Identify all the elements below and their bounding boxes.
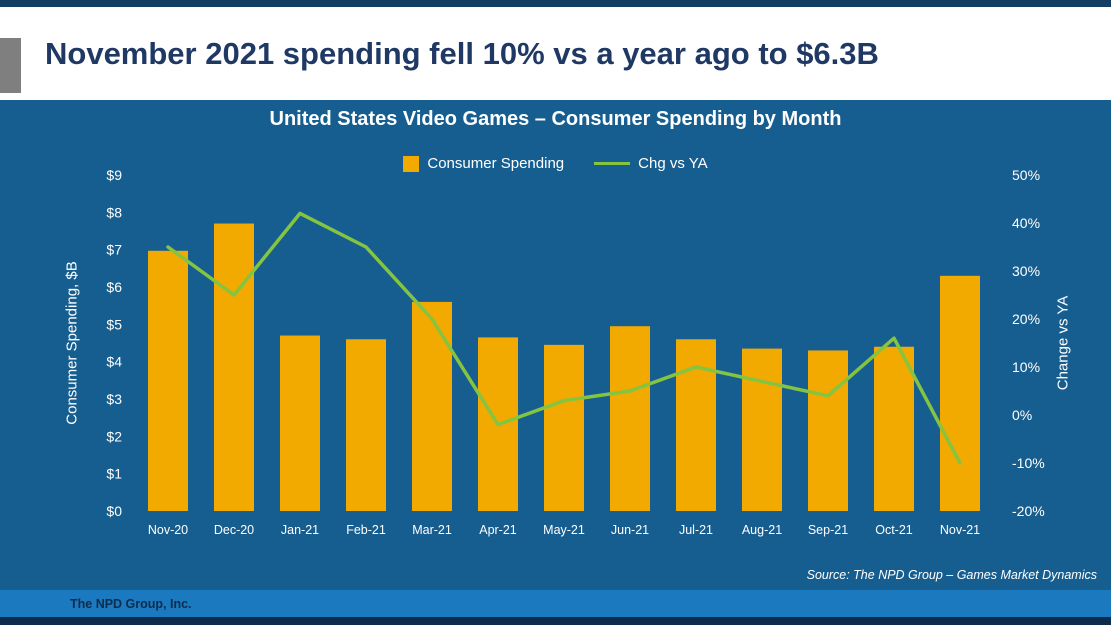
x-axis-tick: Aug-21 bbox=[742, 523, 782, 537]
x-axis-tick: Dec-20 bbox=[214, 523, 254, 537]
legend-label-chg-vs-ya: Chg vs YA bbox=[638, 155, 708, 172]
left-axis-title: Consumer Spending, $B bbox=[63, 261, 81, 425]
bottom-border bbox=[0, 617, 1111, 625]
bar-Feb-21 bbox=[346, 339, 386, 511]
x-axis-tick: Nov-20 bbox=[148, 523, 188, 537]
bar-Jun-21 bbox=[610, 326, 650, 511]
x-axis-tick: Jun-21 bbox=[611, 523, 649, 537]
right-axis-tick: 50% bbox=[1012, 167, 1040, 183]
x-axis-tick: Jul-21 bbox=[679, 523, 713, 537]
bar-Mar-21 bbox=[412, 301, 452, 511]
accent-bar bbox=[0, 38, 21, 93]
legend-item-chg-vs-ya: Chg vs YA bbox=[594, 155, 708, 172]
left-axis-tick: $3 bbox=[106, 391, 122, 407]
x-axis-tick: Mar-21 bbox=[412, 523, 452, 537]
chart-title: United States Video Games – Consumer Spe… bbox=[269, 108, 842, 130]
bar-Nov-20 bbox=[148, 250, 188, 511]
right-axis-tick: 10% bbox=[1012, 359, 1040, 375]
left-axis-tick: $8 bbox=[106, 204, 122, 220]
x-axis-tick: Oct-21 bbox=[875, 523, 913, 537]
x-axis-tick: May-21 bbox=[543, 523, 585, 537]
line-series-swatch bbox=[594, 162, 631, 165]
right-axis-tick: 30% bbox=[1012, 263, 1040, 279]
top-border bbox=[0, 0, 1111, 7]
footer-bar: The NPD Group, Inc. bbox=[0, 590, 1111, 617]
bar-Sep-21 bbox=[808, 350, 848, 511]
bar-Dec-20 bbox=[214, 223, 254, 512]
left-axis-tick: $7 bbox=[106, 242, 122, 258]
footer-text: The NPD Group, Inc. bbox=[70, 596, 192, 611]
slide-title: November 2021 spending fell 10% vs a yea… bbox=[45, 35, 879, 71]
left-axis-tick: $9 bbox=[106, 167, 122, 183]
right-axis-title: Change vs YA bbox=[1054, 295, 1072, 391]
legend-label-consumer-spending: Consumer Spending bbox=[427, 155, 565, 172]
right-axis-tick: 0% bbox=[1012, 407, 1032, 423]
x-axis-tick: Nov-21 bbox=[940, 523, 980, 537]
left-axis-tick: $6 bbox=[106, 279, 122, 295]
left-axis-tick: $1 bbox=[106, 466, 122, 482]
right-axis-tick: 20% bbox=[1012, 311, 1040, 327]
left-axis-tick: $2 bbox=[106, 428, 122, 444]
right-axis-tick: 40% bbox=[1012, 215, 1040, 231]
bar-Aug-21 bbox=[742, 348, 782, 511]
x-axis-tick: Apr-21 bbox=[479, 523, 517, 537]
left-axis-tick: $0 bbox=[106, 503, 122, 519]
left-axis-tick: $4 bbox=[106, 354, 122, 370]
line-chg-vs-ya bbox=[166, 211, 962, 465]
left-axis-tick: $5 bbox=[106, 316, 122, 332]
bar-Nov-21 bbox=[940, 275, 980, 511]
x-axis-tick: Feb-21 bbox=[346, 523, 386, 537]
right-axis-tick: -10% bbox=[1012, 455, 1045, 471]
legend-item-consumer-spending: Consumer Spending bbox=[403, 155, 564, 172]
bar-Jan-21 bbox=[280, 335, 320, 511]
source-note: Source: The NPD Group – Games Market Dyn… bbox=[806, 568, 1097, 582]
legend: Consumer Spending Chg vs YA bbox=[0, 155, 1111, 172]
x-axis-tick: Jan-21 bbox=[281, 523, 319, 537]
bar-Jul-21 bbox=[676, 339, 716, 511]
bar-May-21 bbox=[544, 344, 584, 511]
right-axis-tick: -20% bbox=[1012, 503, 1045, 519]
header: November 2021 spending fell 10% vs a yea… bbox=[0, 7, 1111, 100]
x-axis-tick: Sep-21 bbox=[808, 523, 848, 537]
bar-series-swatch bbox=[403, 155, 420, 172]
bar-Oct-21 bbox=[874, 346, 914, 511]
